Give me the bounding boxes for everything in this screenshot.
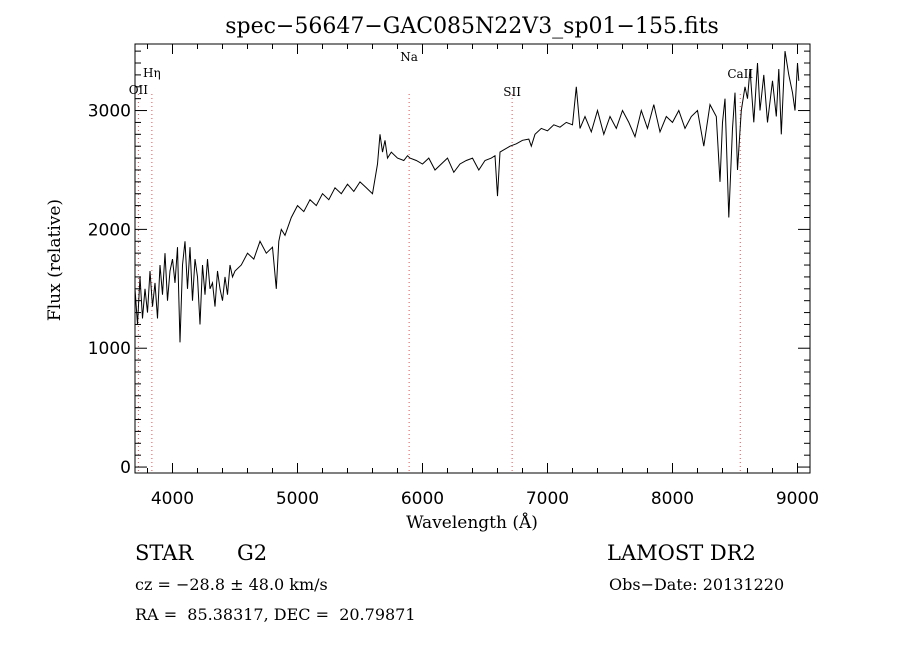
x-tick-label: 5000 [276, 489, 319, 509]
line-marker-label: SII [503, 85, 521, 99]
y-tick-label: 1000 [88, 339, 131, 359]
y-tick-label: 2000 [88, 220, 131, 240]
redshift-line: cz = −28.8 ± 48.0 km/s [135, 575, 328, 594]
spectrum-line [134, 51, 800, 343]
chart-title: spec−56647−GAC085N22V3_sp01−155.fits [225, 14, 719, 39]
x-tick-label: 4000 [151, 489, 194, 509]
coordinates: RA = 85.38317, DEC = 20.79871 [135, 605, 416, 624]
x-axis-label: Wavelength (Å) [406, 512, 538, 533]
x-tick-label: 9000 [776, 489, 819, 509]
x-tick-label: 8000 [651, 489, 694, 509]
plot-frame [134, 43, 811, 474]
x-tick-label: 6000 [401, 489, 444, 509]
y-tick-label: 0 [120, 458, 131, 478]
object-subclass: G2 [237, 541, 268, 565]
survey-label: LAMOST DR2 [607, 541, 756, 565]
line-marker-label: Hη [143, 66, 161, 80]
obs-date: Obs−Date: 20131220 [609, 575, 785, 594]
line-marker-label: OII [129, 83, 149, 97]
line-marker-label: Na [400, 50, 418, 64]
line-marker-label: CaII [727, 67, 753, 81]
y-tick-label: 3000 [88, 102, 131, 122]
x-tick-label: 7000 [526, 489, 569, 509]
object-class: STAR [135, 541, 194, 565]
y-axis-label: Flux (relative) [45, 199, 65, 321]
